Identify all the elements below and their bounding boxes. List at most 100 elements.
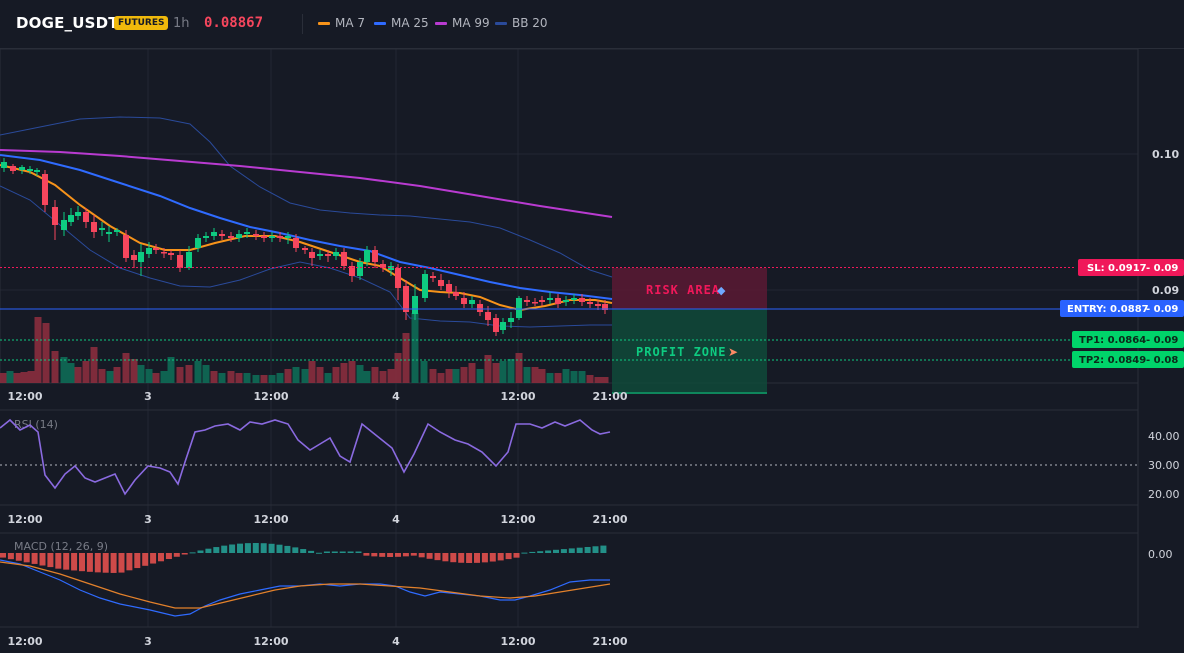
tp1-label: TP1: 0.0864 xyxy=(1079,335,1146,346)
candle-body-26 xyxy=(211,232,217,236)
candle-body-49 xyxy=(395,268,401,288)
legend-bb20-label: BB 20 xyxy=(512,16,548,30)
volume-bar-67 xyxy=(531,367,539,383)
entry-label-suffix: - 0.09 xyxy=(1146,304,1178,315)
legend-bb20-swatch xyxy=(495,21,507,25)
time-tick-0-1: 3 xyxy=(144,390,152,403)
legend-ma25[interactable]: MA 25 xyxy=(374,16,429,30)
main-pane-border xyxy=(0,48,1139,384)
candle-body-10 xyxy=(83,212,89,222)
volume-bar-3 xyxy=(20,372,28,383)
volume-bar-17 xyxy=(130,359,138,383)
candle-body-41 xyxy=(333,252,339,256)
volume-bar-28 xyxy=(218,373,226,383)
volume-bar-75 xyxy=(594,377,602,383)
tp2-label: TP2: 0.0849 xyxy=(1079,355,1146,366)
candle-body-4 xyxy=(34,170,40,172)
volume-bar-71 xyxy=(562,369,570,383)
timeframe-selector[interactable]: 1h xyxy=(173,16,190,31)
volume-bar-0 xyxy=(0,373,7,383)
macd-histogram-bar-65 xyxy=(513,553,520,558)
candle-body-7 xyxy=(61,220,67,230)
volume-bar-14 xyxy=(106,371,114,383)
macd-histogram-bar-63 xyxy=(497,553,504,561)
time-axes: 12:00 3 12:00 4 12:00 21:00 12:00 3 12:00 4 12:00 2… xyxy=(7,390,627,648)
volume-bar-64 xyxy=(507,359,515,383)
macd-histogram-bar-61 xyxy=(481,553,488,563)
macd-histogram-bar-8 xyxy=(63,553,70,570)
candle-body-1 xyxy=(10,166,16,171)
volume-bar-49 xyxy=(387,369,395,383)
candle-body-62 xyxy=(500,322,506,330)
candle-body-69 xyxy=(555,298,561,304)
candle-body-28 xyxy=(228,236,234,238)
macd-histogram-bar-43 xyxy=(339,551,346,553)
legend-ma7-label: MA 7 xyxy=(335,16,366,30)
macd-histogram-bar-62 xyxy=(489,553,496,562)
volume-bar-1 xyxy=(6,371,14,383)
macd-histogram-bar-0 xyxy=(0,553,6,558)
macd-histogram-bar-26 xyxy=(205,548,212,553)
candle-body-37 xyxy=(302,248,308,250)
symbol-title[interactable]: DOGE_USDT xyxy=(16,14,119,32)
macd-histogram-bar-23 xyxy=(181,553,188,555)
candle-body-17 xyxy=(138,252,144,262)
macd-histogram-bar-48 xyxy=(379,553,386,557)
macd-histogram-bar-55 xyxy=(434,553,441,561)
macd-histogram-bar-75 xyxy=(592,546,599,553)
macd-histogram-bar-67 xyxy=(529,551,536,553)
candle-body-60 xyxy=(485,312,491,320)
volume-bar-34 xyxy=(268,375,276,383)
volume-bar-24 xyxy=(185,365,193,383)
macd-histogram-bar-2 xyxy=(15,553,22,561)
chart-grid xyxy=(0,49,1138,627)
candle-body-31 xyxy=(253,234,259,236)
volume-bar-18 xyxy=(137,365,145,383)
candle-body-59 xyxy=(477,304,483,312)
volume-bar-35 xyxy=(276,373,284,383)
legend-ma99[interactable]: MA 99 xyxy=(435,16,490,30)
candle-body-55 xyxy=(446,284,452,292)
volume-bar-8 xyxy=(60,357,68,383)
volume-bar-2 xyxy=(13,373,21,383)
macd-histogram-bar-54 xyxy=(426,553,433,559)
candle-body-16 xyxy=(131,255,137,260)
volume-bar-52 xyxy=(411,313,419,383)
volume-bar-55 xyxy=(437,373,445,383)
entry-label-box xyxy=(1060,300,1184,317)
macd-histogram-bar-60 xyxy=(474,553,480,563)
candle-body-54 xyxy=(438,280,444,286)
time-tick-1-4: 12:00 xyxy=(500,513,535,526)
candle-body-40 xyxy=(325,254,331,256)
volume-bar-43 xyxy=(340,363,348,383)
volume-bar-27 xyxy=(210,371,218,383)
candle-body-9 xyxy=(75,212,81,216)
candle-body-57 xyxy=(461,298,467,304)
volume-bar-68 xyxy=(538,369,546,383)
sl-label-box xyxy=(1078,259,1184,276)
candle-body-21 xyxy=(168,253,174,255)
bollinger-bands xyxy=(0,116,613,328)
macd-histogram-bar-22 xyxy=(173,553,180,557)
volume-bar-26 xyxy=(202,365,210,383)
legend-bb20[interactable]: BB 20 xyxy=(495,16,548,30)
candle-body-75 xyxy=(602,304,608,310)
macd-line xyxy=(0,559,610,617)
volume-bar-42 xyxy=(332,367,340,383)
volume-bar-22 xyxy=(167,357,175,383)
volume-bar-4 xyxy=(27,371,35,383)
macd-histogram-bar-14 xyxy=(110,553,117,573)
legend-ma7[interactable]: MA 7 xyxy=(318,16,365,30)
volume-bar-74 xyxy=(586,375,594,383)
volume-bar-63 xyxy=(499,361,507,383)
volume-bar-76 xyxy=(601,377,609,383)
macd-histogram-bar-47 xyxy=(371,553,378,557)
candle-body-13 xyxy=(106,232,112,234)
candle-body-23 xyxy=(186,252,192,268)
candle-body-19 xyxy=(153,248,159,250)
candle-body-61 xyxy=(493,318,499,332)
candle-body-45 xyxy=(364,250,370,262)
macd-histogram-bar-9 xyxy=(71,553,78,571)
macd-histogram-bar-44 xyxy=(347,551,354,553)
